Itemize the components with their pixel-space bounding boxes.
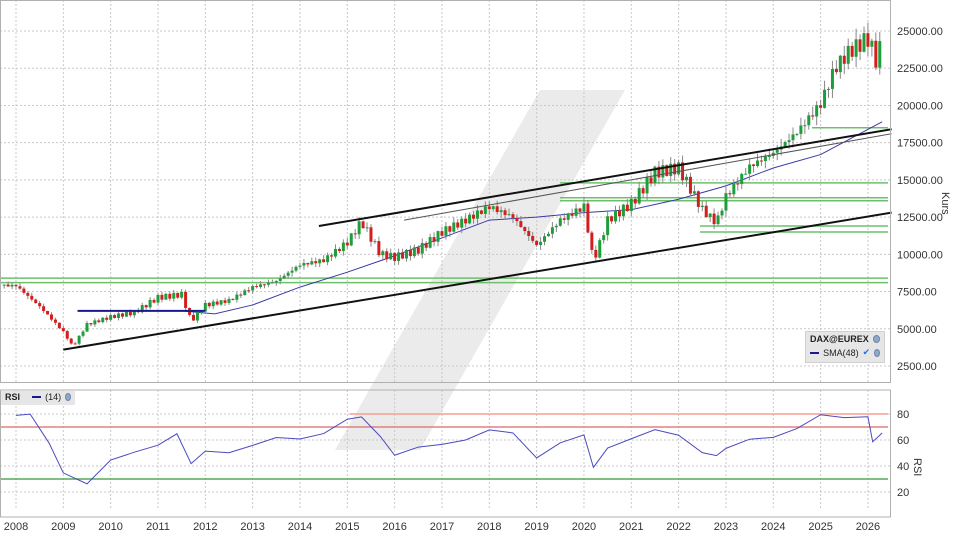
price-legend[interactable]: DAX@EUREX SMA(48) ✔ [805, 331, 885, 363]
svg-text:2023: 2023 [714, 521, 738, 533]
svg-text:2013: 2013 [240, 521, 264, 533]
svg-text:2010: 2010 [98, 521, 122, 533]
time-axis-labels: 2008 2009 2010 2011 2012 2013 2014 2015 2016 2017… [4, 521, 880, 533]
settings-icon[interactable] [872, 335, 880, 343]
svg-text:80: 80 [897, 409, 909, 421]
svg-text:40: 40 [897, 461, 909, 473]
svg-text:2017: 2017 [430, 521, 454, 533]
svg-text:2018: 2018 [477, 521, 501, 533]
svg-text:20: 20 [897, 487, 909, 499]
svg-text:2024: 2024 [761, 521, 785, 533]
rsi-grid [0, 390, 890, 509]
svg-text:2020: 2020 [572, 521, 596, 533]
svg-text:2021: 2021 [619, 521, 643, 533]
settings-icon[interactable] [874, 348, 880, 357]
svg-text:2500.00: 2500.00 [897, 361, 937, 373]
sma-swatch-icon [810, 351, 820, 354]
svg-text:15000.00: 15000.00 [897, 175, 943, 187]
watermark-logo [335, 90, 625, 450]
svg-text:10000.00: 10000.00 [897, 249, 943, 261]
rsi-axis-labels: 80 60 40 20 [897, 409, 909, 499]
rsi-reference-lines [0, 413, 888, 480]
rsi-title: RSI [5, 392, 21, 402]
checkmark-icon[interactable]: ✔ [862, 347, 871, 357]
trendlines [63, 128, 892, 351]
panel-frames [0, 0, 891, 518]
rsi-axis-title: RSI [911, 458, 923, 476]
svg-text:2016: 2016 [382, 521, 406, 533]
svg-text:2008: 2008 [4, 521, 28, 533]
svg-text:17500.00: 17500.00 [897, 138, 943, 150]
svg-text:2015: 2015 [335, 521, 359, 533]
svg-text:5000.00: 5000.00 [897, 324, 937, 336]
price-candles [2, 22, 882, 346]
svg-text:2014: 2014 [288, 521, 312, 533]
price-axis-title: Kurs [939, 192, 951, 215]
svg-text:2019: 2019 [524, 521, 548, 533]
svg-text:12500.00: 12500.00 [897, 212, 943, 224]
svg-text:2011: 2011 [146, 521, 170, 533]
svg-text:60: 60 [897, 435, 909, 447]
svg-text:7500.00: 7500.00 [897, 287, 937, 299]
svg-text:2009: 2009 [51, 521, 75, 533]
svg-text:2022: 2022 [666, 521, 690, 533]
svg-text:20000.00: 20000.00 [897, 100, 943, 112]
rsi-swatch-icon [32, 396, 42, 398]
rsi-period: (14) [45, 392, 62, 402]
instrument-label: DAX@EUREX [810, 334, 869, 344]
price-axis-labels: 2500.00 5000.00 7500.00 10000.00 12500.00 150… [897, 26, 943, 373]
price-grid [0, 0, 890, 382]
svg-text:2012: 2012 [193, 521, 217, 533]
svg-text:2026: 2026 [856, 521, 880, 533]
rsi-line [15, 413, 883, 485]
svg-text:22500.00: 22500.00 [897, 63, 943, 75]
sma-label: SMA(48) [823, 347, 859, 358]
svg-text:2025: 2025 [808, 521, 832, 533]
settings-icon[interactable] [65, 393, 71, 401]
svg-text:25000.00: 25000.00 [897, 26, 943, 38]
rsi-legend[interactable]: RSI (14) [1, 391, 75, 405]
